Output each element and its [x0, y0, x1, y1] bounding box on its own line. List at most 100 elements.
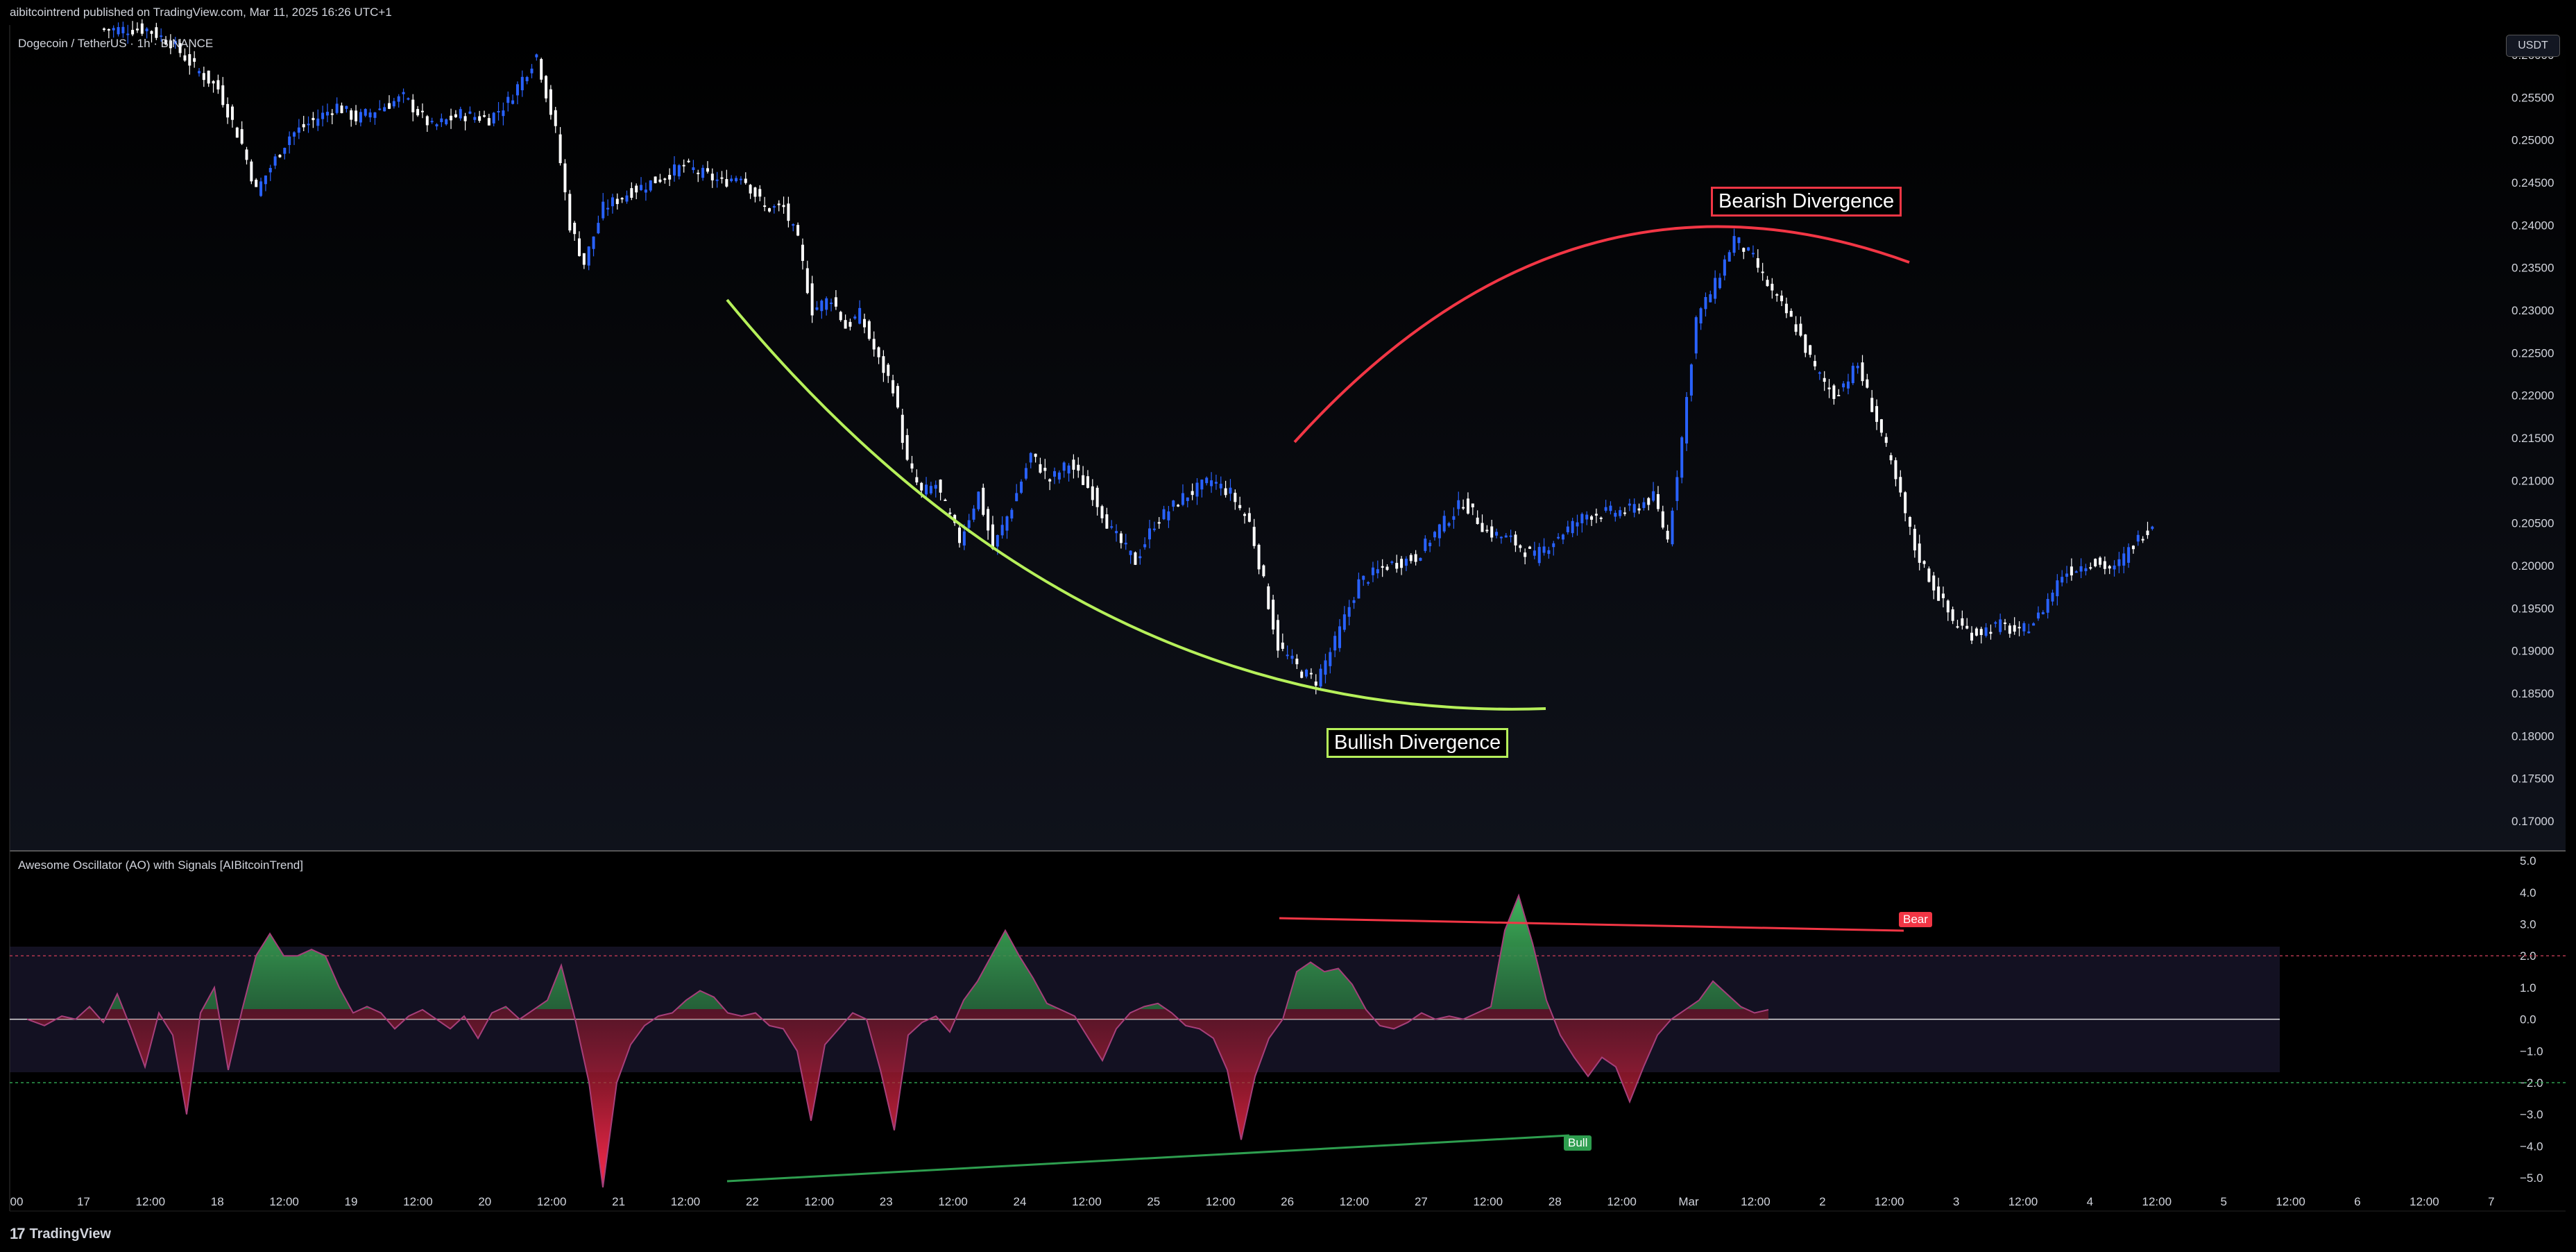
time-axis[interactable]: 00 17 12:00 18 12:00 19 12:00 20 12:00 21 12:00 22 1… [10, 1195, 2495, 1208]
candles [103, 19, 2154, 695]
candle-body [1637, 508, 1641, 511]
currency-button[interactable]: USDT [2506, 35, 2560, 57]
candle-body [1689, 364, 1693, 396]
candle-body [2084, 568, 2088, 572]
candle-body [772, 206, 776, 208]
candle-body [1305, 669, 1308, 677]
price-pane[interactable] [10, 25, 2566, 851]
candle-body [1177, 505, 1180, 507]
candle-body [145, 28, 148, 32]
candle-body [1329, 652, 1332, 666]
candle-body [2008, 625, 2011, 634]
candle-body [1804, 334, 1807, 353]
candle-body [359, 112, 362, 123]
candle-body [1419, 557, 1422, 561]
candle-body [1424, 539, 1427, 551]
candle-body [1067, 465, 1071, 474]
ao-bearish-divergence-line [1279, 917, 1904, 932]
candle-body [1619, 510, 1622, 516]
candle-body [216, 80, 220, 90]
candle-body [1842, 383, 1845, 388]
ao-positive-fill [87, 895, 1746, 1009]
candle-body [502, 110, 505, 117]
candle-body [1965, 625, 1969, 629]
candle-body [692, 167, 695, 170]
candle-body [1490, 526, 1494, 538]
candle-body [777, 203, 781, 205]
candle-body [863, 319, 866, 328]
candle-body [364, 109, 367, 116]
candle-body [1247, 513, 1251, 522]
candle-body [1728, 252, 1731, 262]
candle-body [1471, 503, 1474, 507]
candle-body [1951, 609, 1954, 621]
candle-body [278, 155, 282, 158]
candle-body [620, 198, 624, 200]
candle-body [515, 84, 519, 96]
candle-body [1495, 532, 1499, 536]
candle-body [1024, 468, 1027, 479]
candle-body [511, 100, 515, 104]
candle-body [1832, 385, 1836, 399]
candle-body [155, 27, 158, 38]
candle-body [1904, 492, 1907, 514]
symbol-legend[interactable]: Dogecoin / TetherUS · 1h · BINANCE [18, 37, 214, 50]
candle-body [830, 303, 833, 305]
candle-body [1447, 523, 1451, 526]
candle-body [183, 55, 187, 61]
time-tick-label: 23 [880, 1195, 893, 1208]
candle-body [103, 28, 105, 31]
candle-body [112, 28, 115, 31]
candle-body [1889, 455, 1893, 461]
candle-body [658, 179, 662, 183]
candle-body [1984, 627, 1988, 636]
candle-body [2022, 623, 2026, 632]
candle-body [1994, 622, 1997, 624]
ao-tick-label: 1.0 [2520, 981, 2536, 995]
candle-body [2099, 557, 2101, 565]
candle-body [1371, 567, 1374, 575]
candle-body [459, 109, 462, 119]
candle-body [1851, 366, 1854, 383]
candle-body [1214, 482, 1218, 484]
candle-body [1319, 668, 1322, 687]
candle-body [240, 129, 244, 144]
candle-body [2079, 566, 2083, 572]
candle-body [2103, 561, 2106, 569]
candle-body [687, 160, 690, 162]
candle-body [1100, 506, 1104, 518]
candle-body [782, 205, 785, 208]
tradingview-logo[interactable]: 17 TradingView [10, 1225, 111, 1243]
candle-body [1699, 308, 1703, 323]
ao-bullish-divergence-line [726, 1134, 1570, 1183]
time-tick-label: 21 [612, 1195, 625, 1208]
candle-body [1015, 493, 1018, 502]
candle-body [178, 43, 182, 53]
candle-body [1742, 248, 1746, 252]
candle-body [1922, 561, 1926, 564]
candle-body [744, 178, 747, 183]
candle-body [1875, 406, 1879, 422]
candle-body [1652, 491, 1655, 501]
candle-body [592, 236, 595, 249]
candle-body [1367, 582, 1370, 584]
candle-body [483, 115, 486, 117]
candle-body [2122, 553, 2126, 566]
candle-body [677, 165, 681, 177]
candle-body [1338, 626, 1341, 648]
candle-body [1395, 563, 1399, 569]
candle-body [910, 463, 914, 469]
time-tick-label: 12:00 [2142, 1195, 2172, 1208]
ao-axis[interactable]: 5.04.03.02.01.00.0−1.0−2.0−3.0−4.0−5.0 [2520, 854, 2543, 1185]
candle-body [316, 118, 320, 126]
candle-body [188, 54, 191, 66]
candle-body [121, 26, 125, 34]
candle-body [1979, 629, 1983, 635]
candle-body [825, 298, 828, 310]
candle-body [1504, 535, 1508, 538]
indicator-title[interactable]: Awesome Oscillator (AO) with Signals [AI… [18, 858, 303, 872]
candle-body [768, 208, 771, 212]
candle-body [1105, 514, 1109, 529]
candle-body [853, 316, 857, 319]
